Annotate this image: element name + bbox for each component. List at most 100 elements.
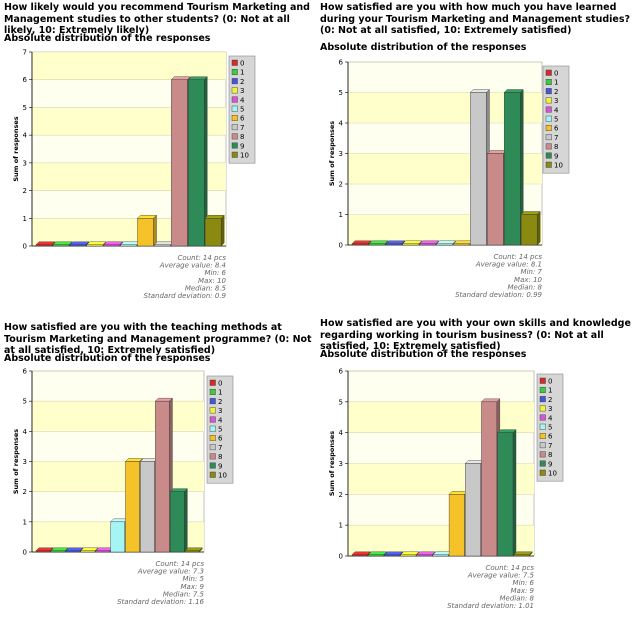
legend-swatch-8 [545,143,552,150]
bar-top [432,551,452,556]
chart-question: How satisfied are you with your own skil… [320,318,631,352]
chart-question: How likely would you recommend Tourism M… [4,2,310,36]
bar-front [120,244,137,247]
bar-1 [367,551,388,557]
bar-front [35,244,53,247]
legend-label-5: 5 [554,116,558,124]
legend-swatch-2 [545,88,552,95]
stat-line: Max: 10 [514,276,543,284]
bar-top [520,211,541,215]
legend-swatch-10 [545,161,552,168]
stat-line: Median: 7.5 [163,590,205,598]
bar-top [35,241,56,246]
legend-label-4: 4 [554,106,559,114]
legend-swatch-7 [545,134,552,141]
legend-label-2: 2 [548,396,552,404]
legend-swatch-4 [539,414,546,421]
legend-label-3: 3 [240,87,244,95]
chart-panel-2: How satisfied are you with how much you … [316,0,634,300]
y-tick-label: 5 [339,398,343,406]
legend-swatch-10 [209,471,216,478]
legend-label-3: 3 [554,97,558,105]
legend-label-8: 8 [554,143,558,151]
stat-line: Max: 10 [198,277,227,285]
bar-6 [136,214,158,247]
stat-line: Min: 6 [205,269,227,277]
legend-label-1: 1 [548,387,552,395]
y-tick-label: 4 [23,132,28,140]
y-tick-label: 6 [339,368,344,376]
chart-subtitle: Absolute distribution of the responses [320,42,527,53]
bar-top [120,241,141,246]
bar-0 [351,551,371,557]
y-tick-label: 6 [23,76,28,84]
bar-2 [385,240,406,246]
bar-front [368,243,386,246]
y-tick-label: 1 [23,215,27,223]
y-tick-label: 7 [23,49,27,57]
legend-swatch-0 [539,377,546,384]
legend-label-6: 6 [548,433,553,441]
y-tick-label: 3 [23,458,27,466]
bar-front [103,244,120,247]
bar-top [80,547,99,552]
bar-front [52,244,70,247]
y-tick-label: 4 [23,428,28,436]
bar-7 [153,241,174,247]
bar-2 [65,547,84,553]
y-tick-label: 0 [23,549,27,557]
bar-front [497,432,514,557]
bar-5 [110,518,129,553]
legend-swatch-7 [539,442,546,449]
bar-front [520,214,538,246]
stat-line: Average value: 8.1 [475,261,542,269]
y-axis-label: Sum of responses [12,429,20,494]
bar-front [436,243,453,246]
bar-side [512,429,517,557]
legend-label-8: 8 [548,451,552,459]
stat-line: Average value: 7.3 [137,568,204,576]
legend-swatch-3 [539,405,546,412]
y-tick-label: 6 [23,368,28,376]
bar-10 [520,211,541,246]
bar-top [169,488,188,492]
y-tick-label: 3 [23,159,27,167]
y-tick-label: 2 [339,181,343,189]
legend-swatch-9 [209,462,216,469]
stat-line: Count: 14 pcs [494,253,543,261]
legend-swatch-5 [209,425,216,432]
stat-line: Max: 9 [180,583,204,591]
y-tick-label: 1 [339,522,343,530]
bar-2 [383,551,404,557]
legend-label-9: 9 [218,462,222,470]
legend-swatch-6 [231,114,238,121]
legend-swatch-1 [231,68,238,75]
legend-swatch-10 [231,151,238,158]
bar-9 [187,76,208,247]
y-tick-label: 1 [23,518,27,526]
bar-10 [204,214,225,247]
bar-5 [436,240,457,246]
bar-0 [35,241,56,247]
bar-top [480,398,501,403]
bar-8 [480,398,501,557]
bar-top [385,240,406,245]
bar-4 [103,241,124,247]
plot-band [32,461,204,492]
bar-7 [139,458,159,553]
legend-swatch-1 [545,78,552,85]
bar-front [385,243,403,246]
bar-0 [351,240,372,246]
bar-9 [497,429,517,557]
legend-label-3: 3 [548,405,552,413]
chart-panel-4: How satisfied are you with your own skil… [316,316,634,616]
legend-label-9: 9 [548,460,552,468]
bar-front [35,550,51,553]
chart-subtitle: Absolute distribution of the responses [4,353,211,364]
bar-top [103,241,124,246]
bar-6 [452,240,474,246]
bar-front [481,401,498,557]
legend-label-5: 5 [548,424,552,432]
bar-front [137,218,154,247]
